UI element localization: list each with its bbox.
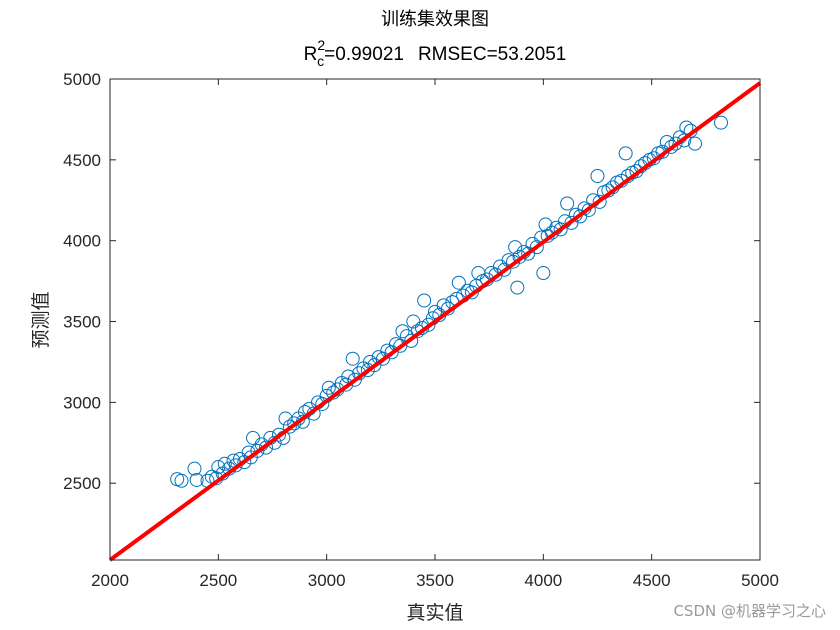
data-point <box>217 456 232 471</box>
x-tick-label: 4000 <box>524 571 562 590</box>
data-point <box>536 266 551 281</box>
data-point <box>321 380 336 395</box>
data-point <box>189 472 204 487</box>
y-axis-label: 预测值 <box>30 291 52 348</box>
data-point <box>659 135 674 150</box>
data-point <box>679 120 694 135</box>
data-point <box>590 169 605 184</box>
y-tick-label: 4000 <box>63 232 101 251</box>
r-subscript: c <box>317 53 324 69</box>
y-tick-label: 5000 <box>63 70 101 89</box>
data-point <box>282 419 297 434</box>
data-point <box>471 266 486 281</box>
data-point <box>664 139 679 154</box>
watermark: CSDN @机器学习之心 <box>673 602 826 620</box>
x-tick-label: 3000 <box>308 571 346 590</box>
data-point <box>497 262 512 277</box>
data-point <box>714 115 728 130</box>
x-tick-label: 4500 <box>633 571 671 590</box>
data-point <box>404 333 419 348</box>
data-point <box>417 293 432 308</box>
y-tick-label: 2500 <box>63 474 101 493</box>
fit-line-group <box>108 81 762 562</box>
data-point <box>272 427 286 442</box>
r-value: =0.99021 <box>324 44 404 65</box>
y-tick-label: 4500 <box>63 151 101 170</box>
data-point <box>508 240 523 255</box>
data-point <box>287 416 302 431</box>
chart-subtitle: R2 c=0.99021 RMSEC=53.2051 <box>304 37 567 69</box>
x-tick-label: 5000 <box>741 571 779 590</box>
data-point <box>592 194 607 209</box>
rmsec-value: RMSEC=53.2051 <box>418 44 566 65</box>
data-point <box>451 275 466 290</box>
fit-line <box>108 81 762 562</box>
data-point <box>345 351 360 366</box>
data-point <box>510 280 525 295</box>
r-superscript: 2 <box>317 37 325 53</box>
y-tick-label: 3000 <box>63 393 101 412</box>
x-tick-label: 2000 <box>91 571 129 590</box>
data-point <box>688 136 702 151</box>
data-point <box>339 377 354 392</box>
plot-area <box>170 115 728 488</box>
y-tick-label: 3500 <box>63 313 101 332</box>
r-label: R <box>304 44 318 65</box>
data-point <box>581 202 596 217</box>
data-point <box>259 440 273 455</box>
x-axis-label: 真实值 <box>406 602 463 624</box>
data-point <box>560 196 575 211</box>
data-point <box>618 146 633 161</box>
data-point <box>246 430 260 445</box>
x-tick-label: 3500 <box>416 571 454 590</box>
data-point <box>436 298 451 313</box>
data-point <box>315 396 330 411</box>
data-point <box>395 324 410 339</box>
data-point <box>174 473 189 488</box>
data-point <box>553 222 568 237</box>
data-point <box>187 461 202 476</box>
ticks: 2000 2500 3000 3500 4000 4500 5000 2500 3000 3500… <box>63 70 779 590</box>
data-point <box>529 240 544 255</box>
chart-title: 训练集效果图 <box>381 9 489 30</box>
x-tick-label: 2500 <box>199 571 237 590</box>
